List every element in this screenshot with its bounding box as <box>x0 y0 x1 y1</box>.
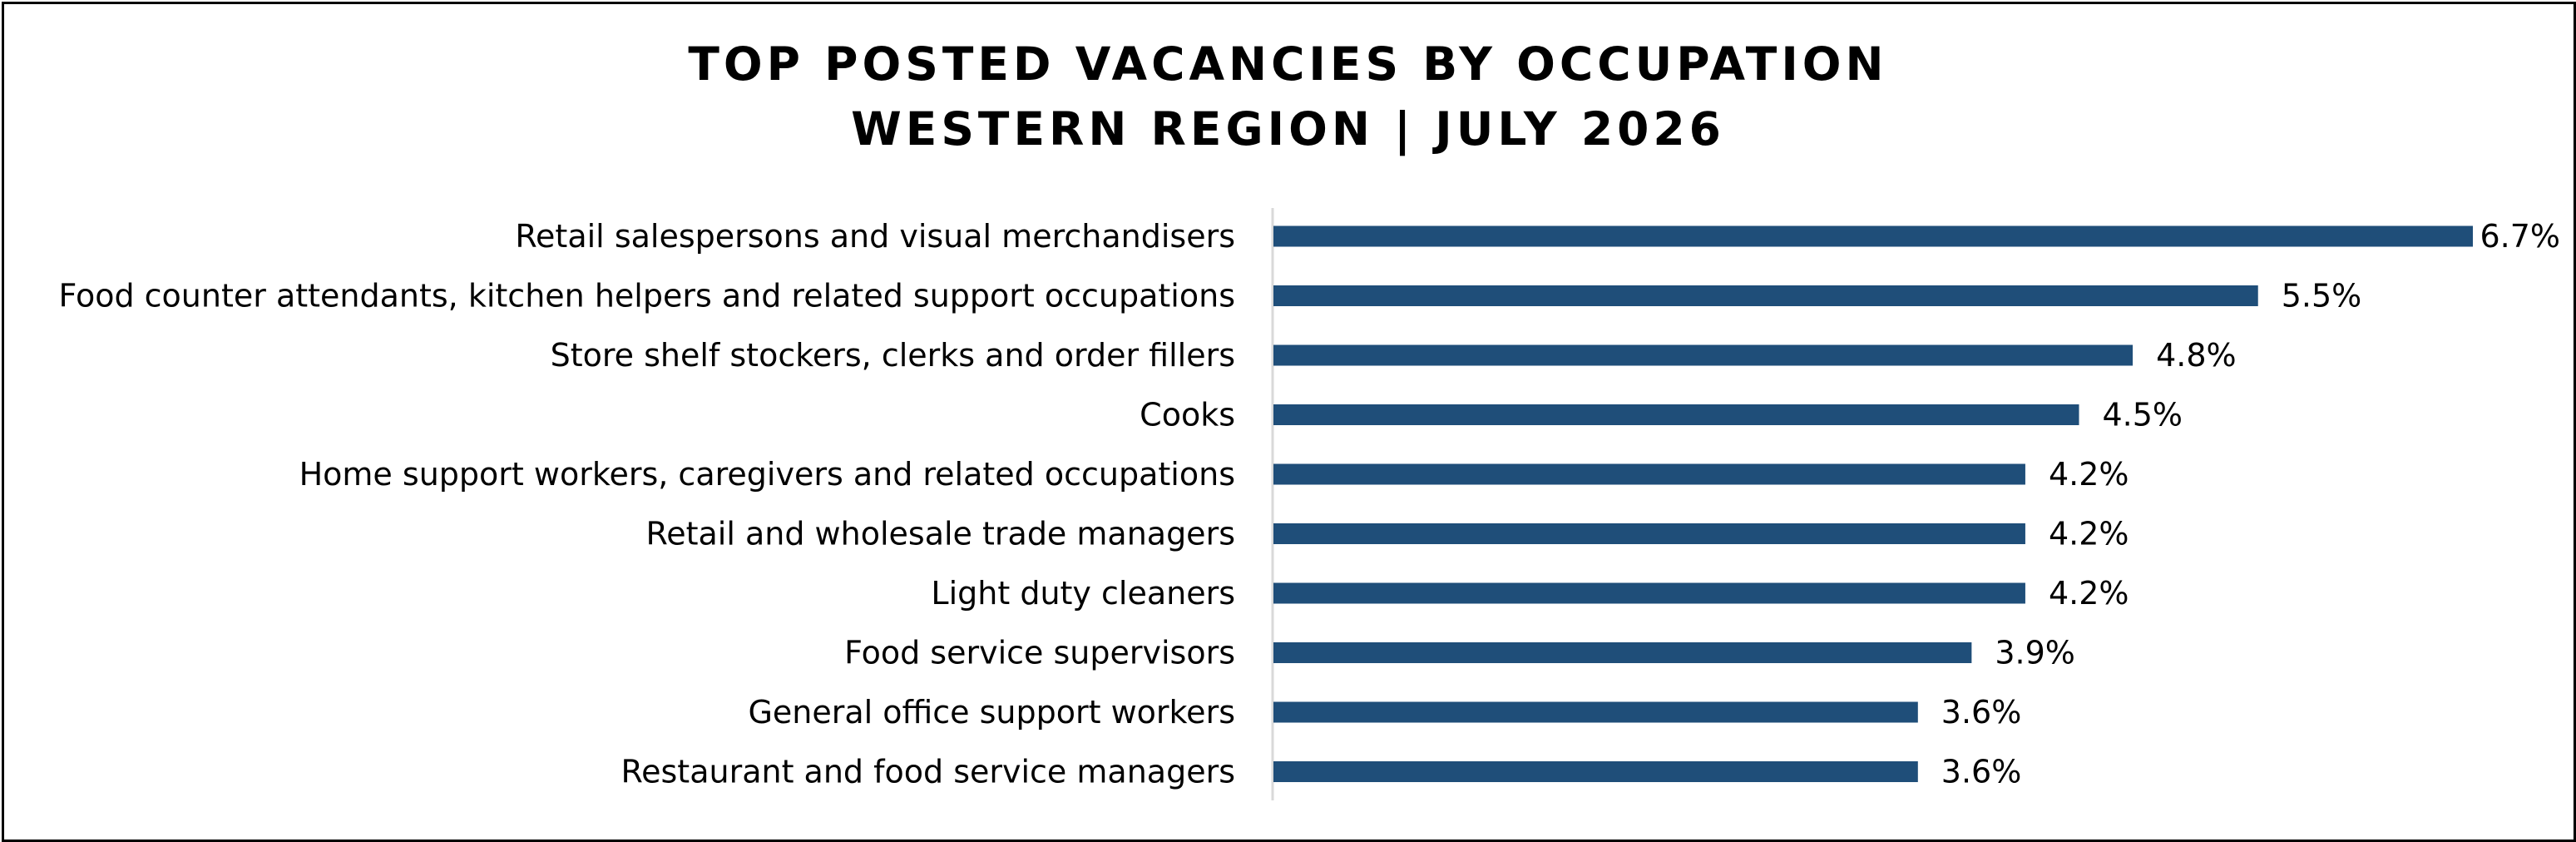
value-label-8: 3.9% <box>1995 635 2075 671</box>
value-label-7: 4.2% <box>2049 575 2129 612</box>
bar-3 <box>1273 344 2133 366</box>
bar-5 <box>1273 463 2025 485</box>
category-label-8: Food service supervisors <box>844 635 1235 671</box>
bar-10 <box>1273 761 1918 782</box>
value-label-2: 5.5% <box>2282 278 2362 315</box>
chart-title-line-2: WESTERN REGION | JULY 2026 <box>851 102 1725 156</box>
category-label-9: General office support workers <box>748 694 1235 731</box>
category-label-4: Cooks <box>1140 397 1235 433</box>
value-label-4: 4.5% <box>2103 397 2183 433</box>
bar-9 <box>1273 701 1918 723</box>
category-label-2: Food counter attendants, kitchen helpers… <box>58 278 1235 315</box>
category-label-7: Light duty cleaners <box>931 575 1235 612</box>
value-labels: 6.7% 5.5% 4.8% 4.5% 4.2% 4.2% 4.2% 3.9% 3.6% 3.6% <box>1941 218 2560 790</box>
value-label-9: 3.6% <box>1941 694 2022 731</box>
chart-title-line-1: TOP POSTED VACANCIES BY OCCUPATION <box>688 37 1888 91</box>
category-label-1: Retail salespersons and visual merchandi… <box>515 218 1235 255</box>
bar-8 <box>1273 642 1972 663</box>
bar-1 <box>1273 225 2473 247</box>
value-label-10: 3.6% <box>1941 754 2022 790</box>
bar-6 <box>1273 523 2025 544</box>
bars-layer <box>1273 225 2473 782</box>
category-label-5: Home support workers, caregivers and rel… <box>299 456 1235 493</box>
value-label-1: 6.7% <box>2480 218 2560 255</box>
value-label-6: 4.2% <box>2049 516 2129 552</box>
category-label-10: Restaurant and food service managers <box>621 754 1235 790</box>
value-label-3: 4.8% <box>2156 337 2237 374</box>
category-label-6: Retail and wholesale trade managers <box>646 516 1235 552</box>
bar-2 <box>1273 285 2258 306</box>
category-labels: Retail salespersons and visual merchandi… <box>58 218 1235 790</box>
bar-7 <box>1273 582 2025 604</box>
category-label-3: Store shelf stockers, clerks and order f… <box>551 337 1235 374</box>
chart-title: TOP POSTED VACANCIES BY OCCUPATION WESTE… <box>0 32 2576 161</box>
bar-4 <box>1273 404 2079 425</box>
value-label-5: 4.2% <box>2049 456 2129 493</box>
